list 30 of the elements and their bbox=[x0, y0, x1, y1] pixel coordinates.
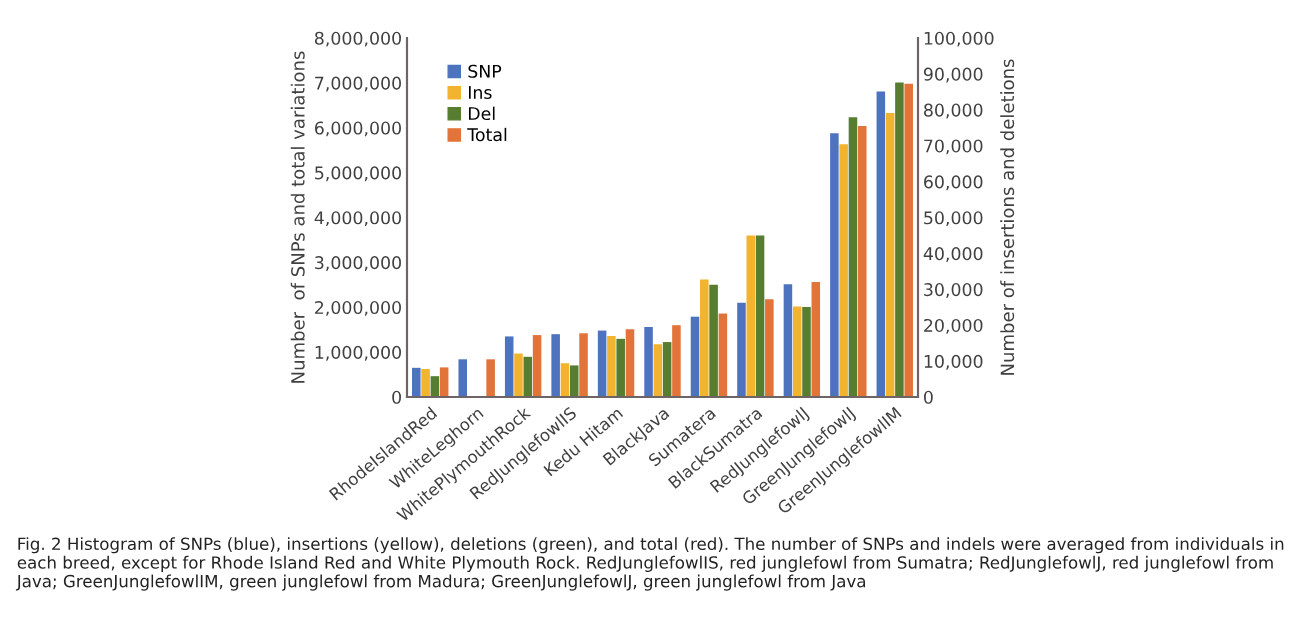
y2-tick-label: 40,000 bbox=[923, 247, 983, 263]
legend-label: Total bbox=[467, 127, 507, 142]
y2-tick-label: 10,000 bbox=[924, 354, 983, 370]
y2-tick-label: 100,000 bbox=[924, 31, 994, 47]
y2-tick-label: 70,000 bbox=[924, 139, 983, 155]
bar bbox=[486, 359, 495, 397]
y2-tick-label: 30,000 bbox=[924, 283, 983, 298]
caption: Fig. 2 Histogram of SNPs (blue), insertions (yellow), deletions (green), and total (red). The number of SNPs and indels were averaged from individuals in each breed, except for Rhode Island Red and White Plymouth Rock. RedJunglefowlIS, red junglefowl from Sumatra; RedJunglefowlJ, red junglefowl from Java; GreenJunglefowlIM, green junglefowl from Madura; GreenJunglefowlJ, green junglefowl from Java bbox=[15, 537, 1284, 591]
y-axis-title: Number of SNPs and total variations bbox=[290, 51, 305, 383]
bar bbox=[458, 359, 468, 397]
legend-label: SNP bbox=[468, 64, 502, 78]
y2-tick-label: 90,000 bbox=[923, 67, 983, 83]
y-tick-label: 7,000,000 bbox=[315, 76, 401, 92]
y2-axis-title: Number of insertions and deletions bbox=[1000, 59, 1015, 375]
y2-tick-label: 20,000 bbox=[924, 318, 983, 334]
y-tick-label: 0 bbox=[392, 390, 401, 404]
y2-tick-label: 60,000 bbox=[924, 175, 983, 191]
y-tick-label: 1,000,000 bbox=[315, 345, 401, 361]
y-tick-label: 2,000,000 bbox=[315, 300, 401, 316]
y-tick-label: 8,000,000 bbox=[314, 31, 401, 47]
legend-label: Ins bbox=[468, 86, 492, 99]
legend-label: Del bbox=[468, 106, 495, 121]
y-tick-label: 5,000,000 bbox=[315, 166, 401, 182]
y2-tick-label: 80,000 bbox=[924, 103, 983, 119]
y-tick-label: 3,000,000 bbox=[315, 256, 401, 271]
y2-tick-label: 50,000 bbox=[924, 211, 983, 227]
y2-tick-label: 0 bbox=[924, 390, 933, 404]
y-tick-label: 6,000,000 bbox=[314, 121, 401, 137]
bar bbox=[579, 333, 588, 397]
y-tick-label: 4,000,000 bbox=[314, 211, 401, 227]
